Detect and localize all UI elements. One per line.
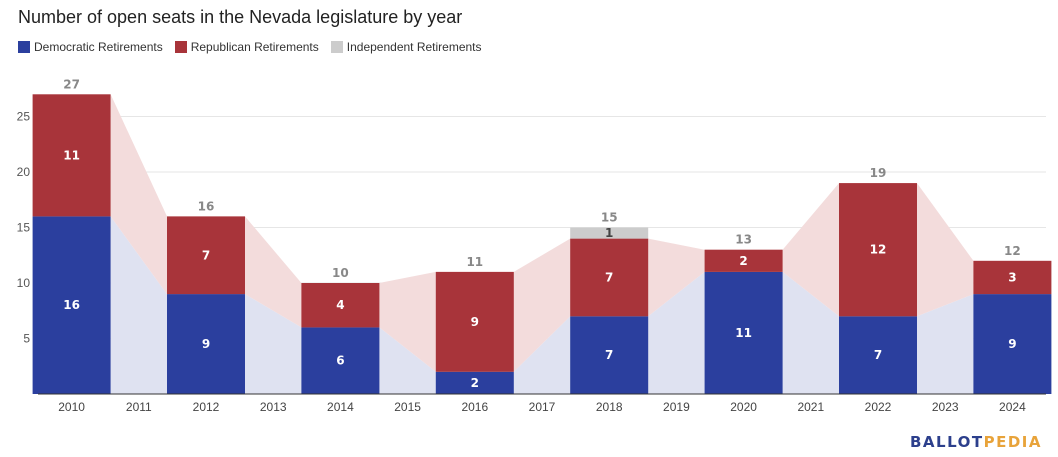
bar-label-independent: 1	[605, 226, 613, 240]
y-tick-label: 25	[17, 110, 31, 124]
bar-total-label: 27	[63, 77, 80, 91]
bar-democratic	[570, 316, 649, 394]
x-tick-label: 2018	[596, 400, 623, 414]
x-tick-label: 2022	[865, 400, 892, 414]
legend-item-republican[interactable]: Republican Retirements	[174, 40, 319, 54]
bar-republican	[32, 94, 111, 217]
bar-total-label: 13	[735, 233, 752, 247]
bar-label-democratic: 16	[63, 298, 80, 312]
x-tick-label: 2010	[58, 400, 85, 414]
legend-label-democratic: Democratic Retirements	[34, 40, 163, 54]
bar-democratic	[167, 294, 245, 394]
x-tick-label: 2023	[932, 400, 959, 414]
legend-label-republican: Republican Retirements	[190, 40, 319, 54]
bar-total-label: 12	[1004, 244, 1021, 258]
y-tick-label: 20	[17, 165, 31, 179]
bar-label-republican: 3	[1008, 270, 1016, 284]
bar-label-republican: 4	[336, 298, 344, 312]
x-tick-label: 2021	[797, 400, 824, 414]
bar-democratic	[704, 271, 783, 394]
bar-label-democratic: 9	[202, 337, 210, 351]
legend-item-independent[interactable]: Independent Retirements	[330, 40, 482, 54]
legend: Democratic Retirements Republican Retire…	[18, 40, 494, 54]
ballotpedia-logo: BALLOTPEDIA	[910, 433, 1042, 451]
bar-republican	[839, 183, 917, 317]
chart-title: Number of open seats in the Nevada legis…	[18, 7, 463, 27]
legend-item-democratic[interactable]: Democratic Retirements	[18, 40, 163, 54]
bar-republican	[301, 283, 380, 328]
x-tick-label: 2016	[461, 400, 488, 414]
bar-label-republican: 7	[202, 248, 210, 262]
bar-label-democratic: 2	[471, 376, 479, 390]
bar-label-republican: 7	[605, 270, 613, 284]
bar-label-republican: 2	[739, 254, 747, 268]
bar-total-label: 15	[601, 211, 618, 225]
bar-democratic	[839, 316, 917, 394]
legend-label-independent: Independent Retirements	[346, 40, 482, 54]
y-tick-label: 10	[17, 276, 31, 290]
bar-republican	[167, 216, 245, 295]
bar-label-republican: 12	[870, 243, 887, 257]
x-tick-label: 2014	[327, 400, 354, 414]
y-tick-label: 5	[23, 332, 30, 346]
bar-total-label: 19	[870, 166, 887, 180]
bar-democratic	[301, 327, 380, 394]
x-tick-label: 2017	[529, 400, 556, 414]
legend-swatch-independent	[330, 41, 343, 53]
x-tick-label: 2015	[394, 400, 421, 414]
bar-total-label: 11	[466, 255, 483, 269]
bar-label-democratic: 7	[874, 348, 882, 362]
bar-label-democratic: 6	[336, 354, 344, 368]
bar-republican	[973, 260, 1052, 295]
bar-label-republican: 11	[63, 148, 80, 162]
bar-total-label: 16	[198, 199, 215, 213]
x-tick-label: 2011	[126, 400, 152, 414]
x-tick-label: 2020	[730, 400, 757, 414]
x-tick-label: 2012	[193, 400, 220, 414]
bar-label-democratic: 9	[1008, 337, 1016, 351]
x-tick-label: 2024	[999, 400, 1026, 414]
bar-independent	[570, 227, 649, 239]
y-tick-label: 15	[17, 221, 31, 235]
bar-total-label: 10	[332, 266, 349, 280]
bar-democratic	[32, 216, 111, 394]
x-tick-label: 2019	[663, 400, 690, 414]
bar-democratic	[973, 294, 1052, 394]
bar-republican	[435, 271, 514, 372]
bar-label-republican: 9	[471, 315, 479, 329]
bar-republican	[570, 238, 649, 317]
bar-republican	[704, 249, 783, 272]
bar-label-democratic: 11	[735, 326, 752, 340]
legend-swatch-republican	[174, 41, 187, 53]
bar-label-democratic: 7	[605, 348, 613, 362]
bar-democratic	[435, 371, 514, 394]
x-tick-label: 2013	[260, 400, 287, 414]
legend-swatch-democratic	[18, 41, 30, 53]
